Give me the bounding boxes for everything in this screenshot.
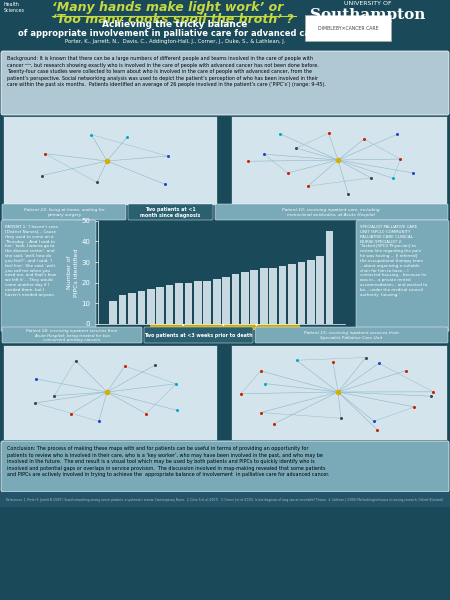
FancyBboxPatch shape	[255, 327, 448, 343]
Bar	[184, 283, 192, 324]
Bar	[269, 268, 277, 324]
Text: References: 1. Porter K, Jarrett N (2007). Social networking among cancer patien: References: 1. Porter K, Jarrett N (2007…	[6, 498, 444, 502]
FancyBboxPatch shape	[1, 51, 449, 115]
Bar	[119, 295, 126, 324]
Bar	[279, 266, 287, 324]
Bar	[203, 281, 211, 324]
FancyBboxPatch shape	[231, 116, 447, 205]
Text: ‘Too many cooks spoil the broth’ ?: ‘Too many cooks spoil the broth’ ?	[52, 13, 293, 26]
Bar	[232, 274, 239, 324]
Bar	[194, 281, 202, 324]
Text: Porter, K., Jarrett, N.,  Davis, C., Addington-Hall, J., Corner, J., Duke, S., &: Porter, K., Jarrett, N., Davis, C., Addi…	[65, 39, 285, 44]
FancyBboxPatch shape	[231, 345, 447, 440]
FancyBboxPatch shape	[215, 204, 448, 220]
Text: Patient 14: receiving inpatient services from
Acute Hospital; being treated for : Patient 14: receiving inpatient services…	[26, 329, 118, 343]
Bar	[326, 231, 333, 324]
FancyBboxPatch shape	[0, 492, 450, 507]
FancyBboxPatch shape	[150, 311, 300, 330]
Text: Conclusion: The process of making these maps with and for patients can be useful: Conclusion: The process of making these …	[7, 446, 329, 477]
Bar	[241, 272, 249, 324]
FancyBboxPatch shape	[2, 204, 126, 220]
Bar	[260, 268, 268, 324]
Text: Two patients at <1
month since diagnosis: Two patients at <1 month since diagnosis	[140, 207, 200, 218]
Text: PATIENT 1: ‘I haven’t seen
[District Nurses]... Cause
they used to come on a
Thu: PATIENT 1: ‘I haven’t seen [District Nur…	[5, 225, 58, 297]
Text: Southampton: Southampton	[310, 8, 426, 22]
Bar	[147, 289, 155, 324]
Text: 24 patient participants: 24 patient participants	[166, 317, 284, 325]
Text: Patient 23: living at home, waiting for
primary surgery: Patient 23: living at home, waiting for …	[24, 208, 104, 217]
Text: Background: It is known that there can be a large numbers of different people an: Background: It is known that there can b…	[7, 56, 326, 87]
Bar	[166, 285, 174, 324]
FancyBboxPatch shape	[128, 204, 213, 220]
FancyBboxPatch shape	[1, 441, 449, 492]
FancyBboxPatch shape	[2, 327, 142, 343]
Bar	[297, 262, 305, 324]
FancyBboxPatch shape	[305, 15, 391, 41]
Bar	[288, 264, 296, 324]
FancyBboxPatch shape	[144, 327, 253, 343]
Text: Achieving the tricky balance: Achieving the tricky balance	[102, 20, 248, 29]
Bar	[128, 293, 136, 324]
Text: ‘Many hands make light work’ or: ‘Many hands make light work’ or	[52, 1, 284, 14]
FancyBboxPatch shape	[3, 116, 217, 205]
Bar	[316, 256, 324, 324]
Text: SPECIALIST PALLIATIVE CARE
UNIT (SPCU) COMMUNITY
PALLIATIVE CARE CLINICAL
NURSE : SPECIALIST PALLIATIVE CARE UNIT (SPCU) C…	[360, 225, 427, 297]
Text: of appropriate involvement in palliative care for advanced cancer: of appropriate involvement in palliative…	[18, 29, 332, 38]
Bar	[307, 260, 315, 324]
Bar	[109, 301, 117, 324]
Text: Two patients at <3 weeks prior to death: Two patients at <3 weeks prior to death	[144, 333, 252, 338]
Text: DIMBLEBY✕CANCER CARE: DIMBLEBY✕CANCER CARE	[318, 25, 378, 31]
Bar	[213, 278, 220, 324]
Y-axis label: Number of
PIPCs identified: Number of PIPCs identified	[68, 248, 79, 296]
Bar	[138, 291, 145, 324]
FancyBboxPatch shape	[1, 220, 96, 332]
Text: Patient 15: receiving inpatient services from
Specialist Palliative Care Unit: Patient 15: receiving inpatient services…	[304, 331, 398, 340]
Text: UNIVERSITY OF: UNIVERSITY OF	[344, 1, 392, 6]
Text: Patient 10: receiving inpatient care, including
monoclonal antibodies, at Acute : Patient 10: receiving inpatient care, in…	[282, 208, 380, 217]
FancyBboxPatch shape	[3, 345, 217, 440]
Bar	[175, 283, 183, 324]
Bar	[222, 277, 230, 324]
Bar	[251, 271, 258, 324]
Text: Health
Sciences: Health Sciences	[4, 2, 25, 13]
FancyBboxPatch shape	[356, 220, 449, 332]
Bar	[156, 287, 164, 324]
